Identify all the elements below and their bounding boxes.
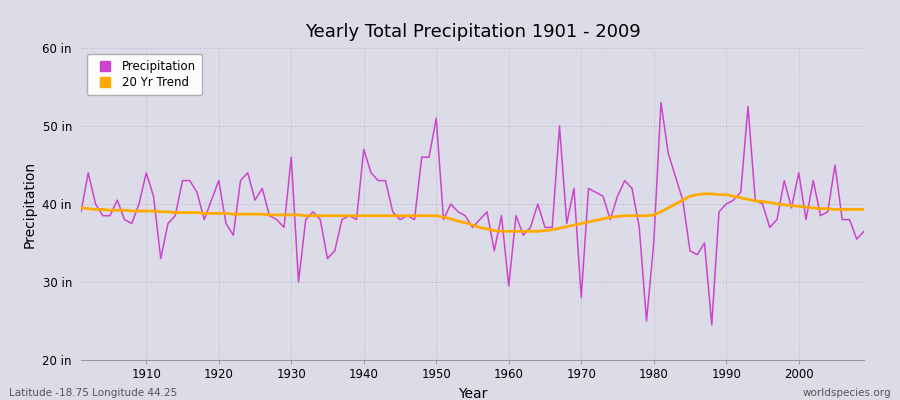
Text: Latitude -18.75 Longitude 44.25: Latitude -18.75 Longitude 44.25 [9, 388, 177, 398]
Title: Yearly Total Precipitation 1901 - 2009: Yearly Total Precipitation 1901 - 2009 [304, 23, 641, 41]
Legend: Precipitation, 20 Yr Trend: Precipitation, 20 Yr Trend [87, 54, 202, 95]
Text: worldspecies.org: worldspecies.org [803, 388, 891, 398]
Y-axis label: Precipitation: Precipitation [22, 160, 37, 248]
X-axis label: Year: Year [458, 387, 487, 400]
